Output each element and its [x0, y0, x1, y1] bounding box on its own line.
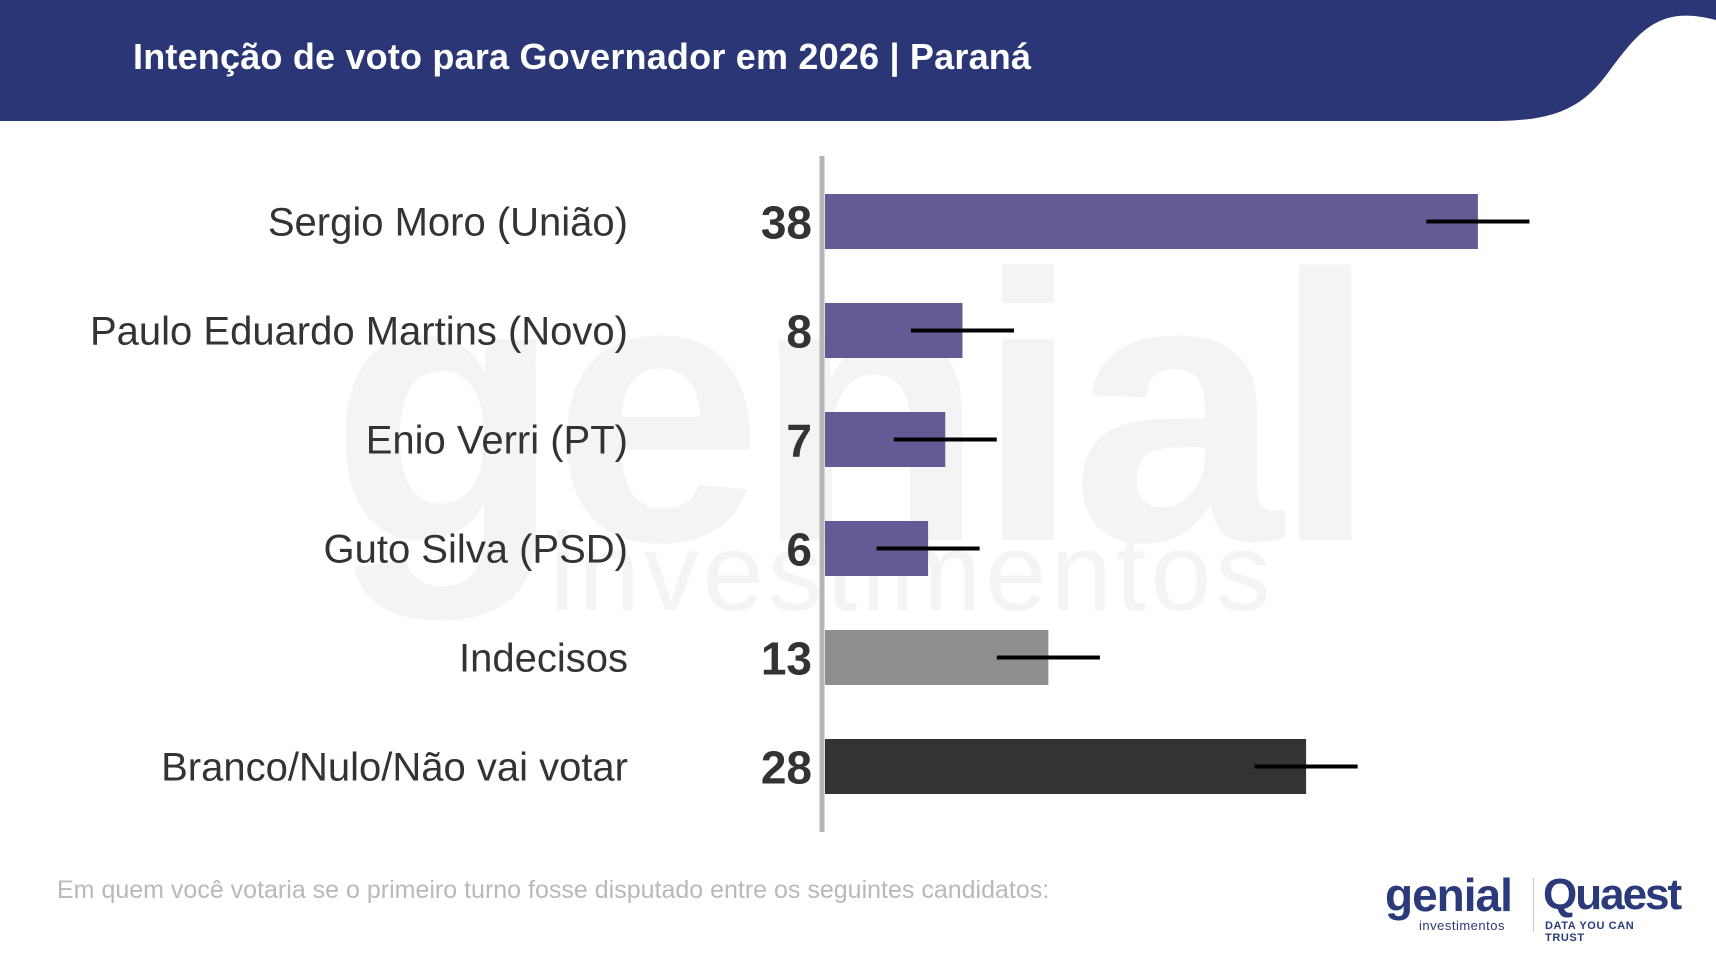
category-label: Enio Verri (PT): [366, 419, 628, 463]
value-label: 13: [761, 633, 812, 685]
category-label: Sergio Moro (União): [268, 201, 628, 245]
category-label: Branco/Nulo/Não vai votar: [161, 746, 628, 790]
value-label: 7: [786, 415, 812, 467]
quaest-logo: Quaest: [1543, 870, 1682, 919]
header-background: [0, 0, 1716, 121]
value-label: 6: [786, 524, 812, 576]
value-label: 28: [761, 742, 812, 794]
value-label: 38: [761, 197, 812, 249]
genial-logo-subtitle: investimentos: [1419, 918, 1505, 933]
header-band: [0, 0, 1716, 121]
category-label: Paulo Eduardo Martins (Novo): [90, 310, 628, 354]
bar-5: [825, 739, 1307, 794]
category-label: Indecisos: [459, 637, 628, 681]
genial-logo: genial: [1385, 869, 1513, 921]
logo-divider: [1533, 878, 1534, 932]
page-title: Intenção de voto para Governador em 2026…: [133, 36, 1032, 77]
value-label: 8: [786, 306, 812, 358]
quaest-logo-subtitle: DATA YOU CAN TRUST: [1545, 920, 1635, 944]
bar-0: [825, 194, 1478, 249]
footnote: Em quem você votaria se o primeiro turno…: [57, 876, 1050, 904]
category-label: Guto Silva (PSD): [323, 528, 628, 572]
logos: genial investimentos Quaest DATA YOU CAN…: [1385, 869, 1682, 945]
